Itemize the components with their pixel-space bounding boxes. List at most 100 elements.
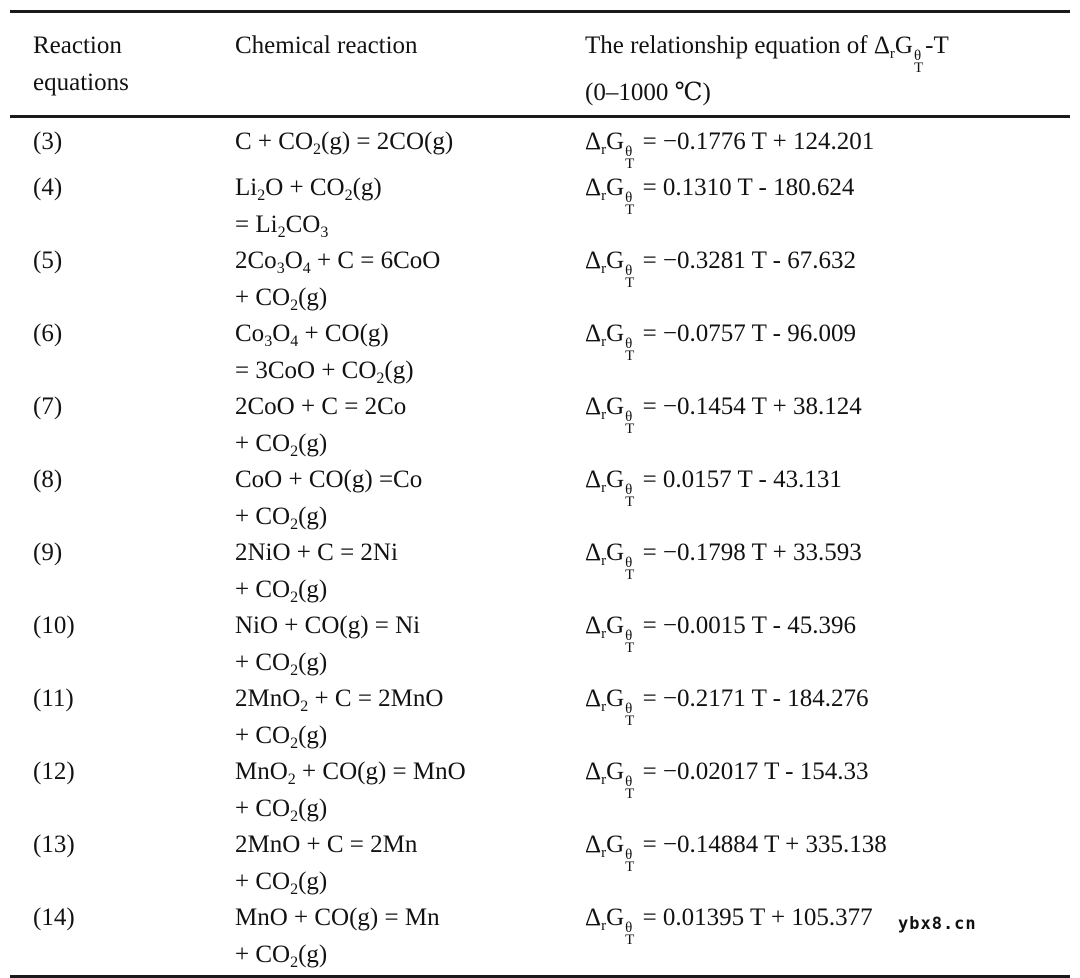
gibbs-equation: ΔrG θ T = −0.1454 T + 38.124 [585,393,862,437]
table-top-rule [10,10,1070,13]
gibbs-g: G [894,32,913,59]
chemical-reaction: C + CO2(g) = 2CO(g) [235,124,585,170]
table-row: (8) CoO + CO(g) =Co + CO2(g) ΔrG θ T = 0.0157… [33,462,1070,535]
chemical-reaction: MnO2 + CO(g) = MnO + CO2(g) [235,754,585,827]
chem-line: NiO + CO(g) = Ni [235,612,421,639]
chem-line: + CO2(g) [235,283,328,314]
table-row: (5) 2Co3O4 + C = 6CoO + CO2(g) ΔrG θ T = −0.3… [33,243,1070,316]
delta-g-symbol: ΔrG θ T [585,393,635,437]
gibbs-equation: ΔrG θ T = 0.1310 T - 180.624 [585,174,855,218]
delta-g-symbol: ΔrG θ T [585,758,635,802]
delta-g-symbol: ΔrG θ T [585,128,635,172]
chem-line: = Li2CO3 [235,210,329,241]
table-row: (10) NiO + CO(g) = Ni + CO2(g) ΔrG θ T = −0.0… [33,608,1070,681]
chem-line: + CO2(g) [235,794,328,825]
chem-line: + CO2(g) [235,575,328,606]
chem-line: MnO + CO(g) = Mn [235,904,440,931]
table-header-rule [10,115,1070,118]
equation-value: −0.3281 T - 67.632 [662,247,856,274]
table-header: Reaction equations Chemical reaction The… [10,13,1070,115]
chem-line: + CO2(g) [235,502,328,533]
gibbs-equation: ΔrG θ T = −0.1798 T + 33.593 [585,539,862,583]
chemical-reaction: Co3O4 + CO(g) = 3CoO + CO2(g) [235,316,585,389]
header-col3-line1: The relationship equation of ΔrG θ T -T [585,27,1070,76]
row-number: (14) [33,904,75,931]
table-row: (9) 2NiO + C = 2Ni + CO2(g) ΔrG θ T = −0.1798… [33,535,1070,608]
chemical-reaction: NiO + CO(g) = Ni + CO2(g) [235,608,585,681]
chemical-reaction: 2NiO + C = 2Ni + CO2(g) [235,535,585,608]
chem-line: MnO2 + CO(g) = MnO [235,758,466,788]
equation-value: 0.01395 T + 105.377 [662,904,873,931]
table-row: (12) MnO2 + CO(g) = MnO + CO2(g) ΔrG θ T = −0… [33,754,1070,827]
chem-line: 2MnO2 + C = 2MnO [235,685,444,715]
delta-g-symbol: ΔrG θ T [585,612,635,656]
chem-line: 2MnO + C = 2Mn [235,831,418,858]
gibbs-equation: ΔrG θ T = 0.01395 T + 105.377 [585,904,873,948]
row-number: (3) [33,128,63,155]
chemical-reaction: 2MnO + C = 2Mn + CO2(g) [235,827,585,900]
row-number: (13) [33,831,75,858]
gibbs-equation: ΔrG θ T = −0.0015 T - 45.396 [585,612,856,656]
header-col3-line2: (0–1000 ℃) [585,79,711,106]
superscript-theta: θ [913,48,922,64]
delta-g-symbol: ΔrG θ T [585,539,635,583]
chem-line: + CO2(g) [235,429,328,460]
row-number: (5) [33,247,63,274]
chem-line: 2CoO + C = 2Co [235,393,407,420]
equation-value: −0.0015 T - 45.396 [662,612,856,639]
row-number: (10) [33,612,75,639]
row-number: (6) [33,320,63,347]
chemical-reaction: Li2O + CO2(g) = Li2CO3 [235,170,585,243]
table-row: (13) 2MnO + C = 2Mn + CO2(g) ΔrG θ T = −0.148… [33,827,1070,900]
chemical-reaction: 2Co3O4 + C = 6CoO + CO2(g) [235,243,585,316]
delta-g-symbol: ΔrG θ T [585,174,635,218]
chemical-reaction: 2MnO2 + C = 2MnO + CO2(g) [235,681,585,754]
delta-g-symbol: ΔrG θ T [585,904,635,948]
delta-g-symbol: ΔrG θ T [873,32,925,76]
table-row: (6) Co3O4 + CO(g) = 3CoO + CO2(g) ΔrG θ T = −… [33,316,1070,389]
row-number: (4) [33,174,63,201]
equation-value: 0.1310 T - 180.624 [662,174,855,201]
header-chemical-reaction: Chemical reaction [235,32,418,59]
row-number: (12) [33,758,75,785]
header-col1-line1: Reaction [33,32,122,59]
equation-value: −0.1454 T + 38.124 [662,393,862,420]
gibbs-equation: ΔrG θ T = −0.3281 T - 67.632 [585,247,856,291]
chemical-reaction: MnO + CO(g) = Mn + CO2(g) [235,900,585,973]
delta-g-symbol: ΔrG θ T [585,320,635,364]
subscript-t: T [913,60,924,76]
delta-g-symbol: ΔrG θ T [585,247,635,291]
gibbs-equation: ΔrG θ T = −0.02017 T - 154.33 [585,758,869,802]
equation-value: 0.0157 T - 43.131 [662,466,842,493]
chem-line: Co3O4 + CO(g) [235,320,389,350]
chem-line: C + CO2(g) = 2CO(g) [235,128,454,158]
delta-glyph: Δ [873,32,890,59]
delta-g-symbol: ΔrG θ T [585,831,635,875]
chem-line: + CO2(g) [235,940,328,971]
gibbs-equation: ΔrG θ T = −0.0757 T - 96.009 [585,320,856,364]
thermodynamics-table: Reaction equations Chemical reaction The… [10,10,1070,978]
header-col3-prefix: The relationship equation of [585,32,874,59]
table-row: (7) 2CoO + C = 2Co + CO2(g) ΔrG θ T = −0.1454… [33,389,1070,462]
row-number: (7) [33,393,63,420]
chemical-reaction: 2CoO + C = 2Co + CO2(g) [235,389,585,462]
equation-value: −0.0757 T - 96.009 [662,320,856,347]
header-relationship-equation: The relationship equation of ΔrG θ T -T (0–… [585,27,1070,111]
table-row: (11) 2MnO2 + C = 2MnO + CO2(g) ΔrG θ T = −0.2… [33,681,1070,754]
subscript-r: r [889,46,895,62]
equation-value: −0.02017 T - 154.33 [662,758,869,785]
header-reaction-equations: Reaction equations [33,27,235,111]
row-number: (9) [33,539,63,566]
equation-value: −0.2171 T - 184.276 [662,685,869,712]
gibbs-equation: ΔrG θ T = −0.14884 T + 335.138 [585,831,887,875]
equation-value: −0.1798 T + 33.593 [662,539,862,566]
